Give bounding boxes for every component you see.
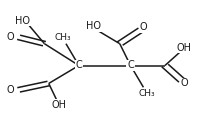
Text: C: C [127,61,134,70]
Text: HO: HO [86,21,101,31]
Text: HO: HO [15,16,31,26]
Text: OH: OH [177,43,192,53]
Text: CH₃: CH₃ [138,89,155,98]
Text: C: C [75,61,82,70]
Text: O: O [7,85,14,95]
Text: O: O [181,78,188,88]
Text: CH₃: CH₃ [54,33,71,42]
Text: OH: OH [52,100,67,110]
Text: O: O [7,32,14,42]
Text: O: O [140,22,147,32]
